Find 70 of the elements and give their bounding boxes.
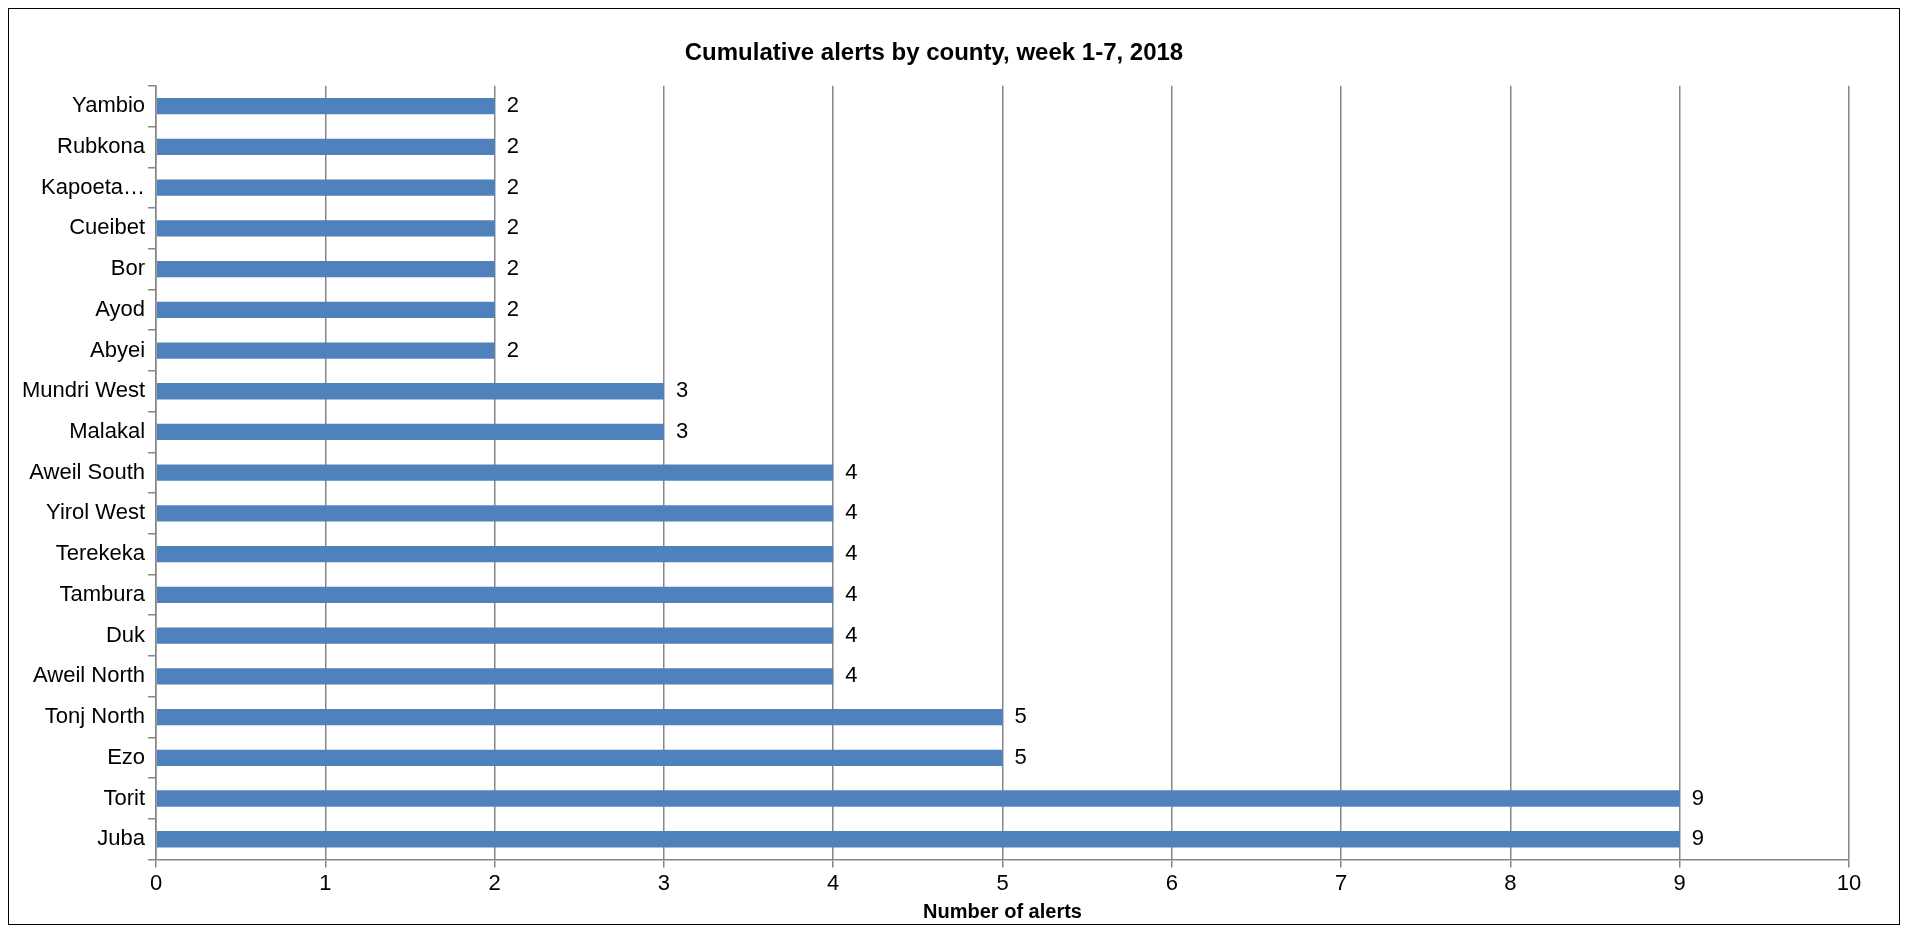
- y-tick-label: Rubkona: [57, 132, 146, 158]
- y-tick-label: Ezo: [107, 743, 146, 769]
- bar: [156, 790, 1680, 807]
- data-label: 5: [1014, 703, 1027, 729]
- bar: [156, 342, 495, 359]
- x-tick-label: 0: [149, 869, 163, 895]
- y-tick-label: Bor: [110, 255, 146, 281]
- x-tick-label: 5: [996, 869, 1009, 895]
- data-label: 2: [506, 92, 519, 118]
- data-label: 3: [675, 377, 689, 403]
- bar: [156, 505, 834, 522]
- bar: [156, 301, 495, 318]
- bar: [156, 627, 834, 644]
- x-tick-label: 7: [1335, 869, 1348, 895]
- data-label: 9: [1691, 825, 1704, 851]
- x-tick-label: 2: [488, 869, 501, 895]
- x-tick-label: 1: [319, 869, 332, 895]
- y-tick-label: Aweil North: [32, 662, 146, 688]
- data-label: 2: [506, 132, 519, 158]
- y-tick-label: Terekeka: [55, 540, 146, 566]
- data-label: 4: [845, 499, 858, 525]
- bar: [156, 98, 495, 115]
- y-tick-label: Aweil South: [29, 458, 146, 484]
- y-tick-label: Mundri West: [22, 377, 146, 403]
- x-tick-label: 10: [1836, 869, 1862, 895]
- bar: [156, 179, 495, 196]
- y-tick-label: Malakal: [69, 418, 146, 444]
- bar: [156, 138, 495, 156]
- bar: [156, 423, 664, 441]
- bar: [156, 220, 495, 237]
- data-label: 4: [845, 621, 858, 647]
- data-label: 2: [506, 214, 519, 240]
- bar: [156, 464, 834, 481]
- y-tick-label: Yirol West: [46, 499, 146, 525]
- chart-title: Cumulative alerts by county, week 1-7, 2018: [684, 38, 1184, 66]
- bar: [156, 668, 834, 685]
- data-label: 4: [845, 458, 858, 484]
- y-tick-label: Kapoeta…: [41, 173, 146, 199]
- data-label: 9: [1691, 784, 1704, 810]
- data-label: 2: [506, 173, 519, 199]
- y-tick-label: Cueibet: [69, 214, 146, 240]
- y-tick-label: Ayod: [95, 295, 146, 321]
- x-axis-title: Number of alerts: [923, 899, 1083, 922]
- y-tick-label: Juba: [97, 825, 146, 851]
- x-tick-label: 6: [1165, 869, 1178, 895]
- y-tick-label: Tonj North: [44, 703, 146, 729]
- bar: [156, 546, 834, 563]
- x-tick-label: 9: [1673, 869, 1686, 895]
- x-tick-label: 4: [827, 869, 840, 895]
- data-label: 2: [506, 255, 519, 281]
- bar: [156, 708, 1003, 726]
- bar: [156, 586, 834, 604]
- data-label: 2: [506, 295, 519, 321]
- y-tick-label: Tambura: [59, 580, 146, 606]
- bar: [156, 749, 1003, 766]
- x-tick-label: 8: [1504, 869, 1517, 895]
- data-label: 4: [845, 662, 858, 688]
- y-tick-label: Abyei: [90, 336, 146, 362]
- data-label: 3: [675, 418, 689, 444]
- data-label: 4: [845, 540, 858, 566]
- data-label: 4: [845, 580, 858, 606]
- y-tick-label: Yambio: [72, 92, 146, 118]
- y-tick-label: Duk: [105, 621, 147, 647]
- bar: [156, 831, 1680, 848]
- data-label: 2: [506, 336, 519, 362]
- bar: [156, 260, 495, 278]
- bar: [156, 383, 664, 400]
- y-tick-label: Torit: [103, 784, 146, 810]
- x-tick-label: 3: [657, 869, 671, 895]
- data-label: 5: [1014, 743, 1027, 769]
